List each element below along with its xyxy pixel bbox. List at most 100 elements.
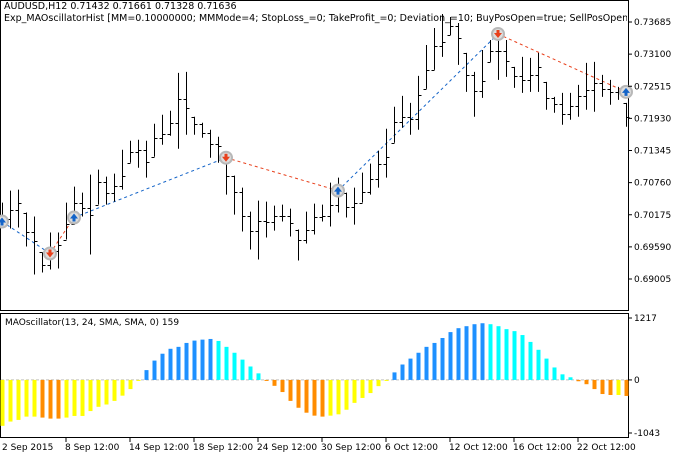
histogram-bar xyxy=(48,379,53,419)
histogram-bar xyxy=(32,379,37,417)
ohlc-bar xyxy=(207,129,214,158)
ohlc-bar xyxy=(63,202,70,241)
time-tick-label: 30 Sep 12:00 xyxy=(321,443,381,453)
ohlc-bar xyxy=(343,192,350,218)
histogram-bar xyxy=(56,379,61,419)
histogram-bar xyxy=(136,379,141,381)
ohlc-bar xyxy=(599,74,606,97)
ohlc-bar xyxy=(151,123,158,158)
time-axis: 2 Sep 2015 8 Sep 12:00 14 Sep 12:00 18 Sep … xyxy=(2,438,636,453)
ohlc-bar xyxy=(391,106,398,144)
indicator-tick-label: 0 xyxy=(634,376,640,386)
time-tick-label: 24 Sep 12:00 xyxy=(257,443,317,453)
histogram-bar xyxy=(512,331,517,380)
sell-arrow-icon xyxy=(219,150,233,165)
indicator-tick-label: -1043 xyxy=(634,429,660,439)
ohlc-bar xyxy=(87,174,94,255)
ohlc-bar xyxy=(583,62,590,110)
indicator-panel-border xyxy=(0,313,629,438)
histogram-bar xyxy=(80,379,85,416)
histogram-bar xyxy=(520,335,525,380)
buy-arrow-icon xyxy=(619,84,633,99)
price-tick-label: 0.69590 xyxy=(634,243,671,253)
time-tick-label: 18 Sep 12:00 xyxy=(193,443,253,453)
histogram-bar xyxy=(464,326,469,380)
ohlc-bar xyxy=(511,66,518,88)
time-tick-label: 12 Oct 12:00 xyxy=(449,443,508,453)
ohlc-bar xyxy=(303,211,310,244)
histogram-bar xyxy=(560,374,565,380)
ohlc-bar xyxy=(607,79,614,105)
ohlc-bar xyxy=(423,44,430,90)
panel-frames xyxy=(0,0,629,438)
ohlc-bar xyxy=(111,173,118,202)
histogram-bar xyxy=(456,328,461,380)
histogram-bar xyxy=(128,379,133,390)
ohlc-bar xyxy=(591,61,598,112)
histogram-bar xyxy=(576,379,581,382)
histogram-bar xyxy=(248,366,253,380)
histogram-bar xyxy=(296,379,301,408)
histogram-bar xyxy=(568,377,573,380)
ohlc-bar xyxy=(519,56,526,93)
ohlc-bar xyxy=(567,92,574,120)
ohlc-bar xyxy=(279,204,286,222)
ohlc-bar xyxy=(439,14,446,57)
ohlc-bar xyxy=(495,34,502,80)
histogram-bar xyxy=(608,379,613,395)
histogram-bar xyxy=(432,342,437,380)
symbol-ohlc-line: AUDUSD,H12 0.71432 0.71661 0.71328 0.716… xyxy=(4,1,237,12)
ohlc-bar xyxy=(543,81,550,110)
marker-arrow xyxy=(70,213,78,222)
histogram-bar xyxy=(216,340,221,380)
ohlc-bar xyxy=(319,204,326,222)
histogram-bar xyxy=(536,349,541,380)
buy-arrow-icon xyxy=(0,214,9,229)
trade-line xyxy=(1,221,51,254)
ohlc-bar xyxy=(247,211,254,250)
histogram-bar xyxy=(616,379,621,395)
histogram-bar xyxy=(24,379,29,417)
ohlc-bar xyxy=(215,136,222,163)
ohlc-bar xyxy=(327,182,334,227)
histogram-bar xyxy=(440,337,445,380)
price-tick-label: 0.69005 xyxy=(634,275,671,285)
histogram-bar xyxy=(144,370,149,380)
ohlc-bar xyxy=(535,52,542,92)
histogram-bar xyxy=(552,367,557,380)
ohlc-bar xyxy=(455,22,462,65)
price-tick-label: 0.73685 xyxy=(634,18,671,28)
histogram-bar xyxy=(544,358,549,380)
histogram-bar xyxy=(376,379,381,387)
histogram-bar xyxy=(480,323,485,380)
histogram-bar xyxy=(184,342,189,380)
histogram-bar xyxy=(152,360,157,380)
sell-arrow-icon xyxy=(491,26,505,41)
ohlc-bar xyxy=(471,71,478,117)
ohlc-bar xyxy=(311,203,318,235)
histogram-bar xyxy=(0,379,5,426)
histogram-bar xyxy=(104,379,109,405)
buy-arrow-icon xyxy=(331,183,345,198)
histogram-bar xyxy=(624,379,629,396)
ohlc-bar xyxy=(415,75,422,130)
ohlc-bar xyxy=(359,172,366,204)
ohlc-bar xyxy=(15,189,22,228)
histogram-bar xyxy=(448,332,453,380)
histogram-bar xyxy=(176,346,181,380)
ohlc-bar xyxy=(375,150,382,188)
time-tick-label: 22 Oct 12:00 xyxy=(577,443,636,453)
ohlc-bar xyxy=(463,52,470,92)
marker-arrow xyxy=(46,249,54,258)
ohlc-bar xyxy=(239,187,246,232)
ohlc-bar xyxy=(527,57,534,92)
trade-markers xyxy=(0,26,633,261)
histogram-bar xyxy=(40,379,45,418)
ohlc-bar xyxy=(431,27,438,71)
time-tick-label: 2 Sep 2015 xyxy=(2,443,53,453)
histogram-bar xyxy=(584,379,589,385)
histogram-bar xyxy=(288,379,293,401)
ohlc-bar xyxy=(263,201,270,238)
histogram-bar xyxy=(280,379,285,393)
